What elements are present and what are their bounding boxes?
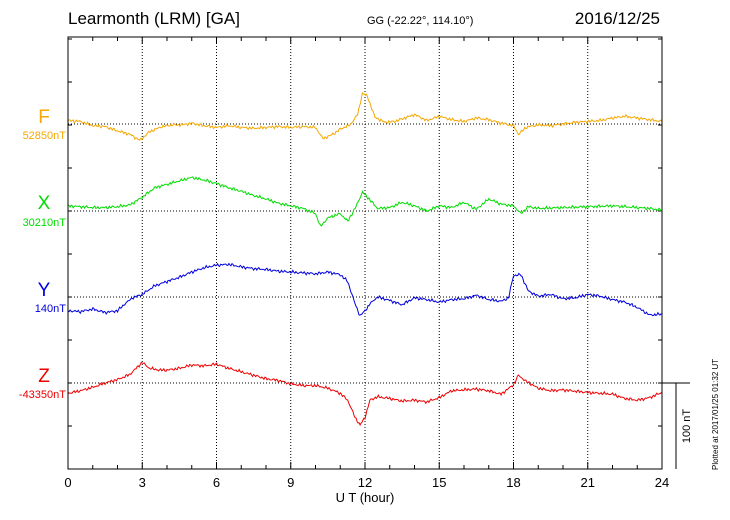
series-lines xyxy=(67,92,663,427)
x-tick-label: 21 xyxy=(581,475,595,490)
x-tick-label: 18 xyxy=(506,475,520,490)
x-tick-label: 24 xyxy=(655,475,669,490)
plotted-timestamp: Plotted at 2017/01/25 01:32 UT xyxy=(711,358,720,470)
x-tick-label: 6 xyxy=(213,475,220,490)
x-axis-label: U T (hour) xyxy=(336,490,395,505)
series-name-y: Y xyxy=(37,280,51,301)
series-name-x: X xyxy=(37,193,51,214)
grid-lines xyxy=(68,37,662,469)
geographic-coordinates: GG (-22.22°, 114.10°) xyxy=(367,15,474,27)
scale-bar: 100 nT xyxy=(662,382,693,469)
scale-bar-label: 100 nT xyxy=(681,409,693,444)
x-tick-label: 3 xyxy=(139,475,146,490)
series-name-f: F xyxy=(38,107,50,128)
plot-frame xyxy=(67,36,663,470)
x-tick-label: 15 xyxy=(432,475,446,490)
x-tick-labels: 0 3 6 9 12 15 18 21 24 xyxy=(64,475,669,490)
series-line-z xyxy=(67,361,663,427)
series-name-z: Z xyxy=(38,366,50,387)
series-line-x xyxy=(67,176,663,227)
series-line-f xyxy=(67,92,663,141)
baseline-label-y: 140nT xyxy=(34,303,66,315)
baseline-label-x: 30210nT xyxy=(22,217,66,229)
x-tick-label: 12 xyxy=(358,475,372,490)
plot-date: 2016/12/25 xyxy=(574,9,660,28)
series-line-y xyxy=(67,262,663,317)
axis-ticks xyxy=(67,37,663,470)
x-tick-label: 9 xyxy=(287,475,294,490)
station-title: Learmonth (LRM) [GA] xyxy=(68,9,240,28)
baseline-label-z: -43350nT xyxy=(18,389,66,401)
baseline-label-f: 52850nT xyxy=(22,130,66,142)
x-tick-label: 0 xyxy=(64,475,71,490)
